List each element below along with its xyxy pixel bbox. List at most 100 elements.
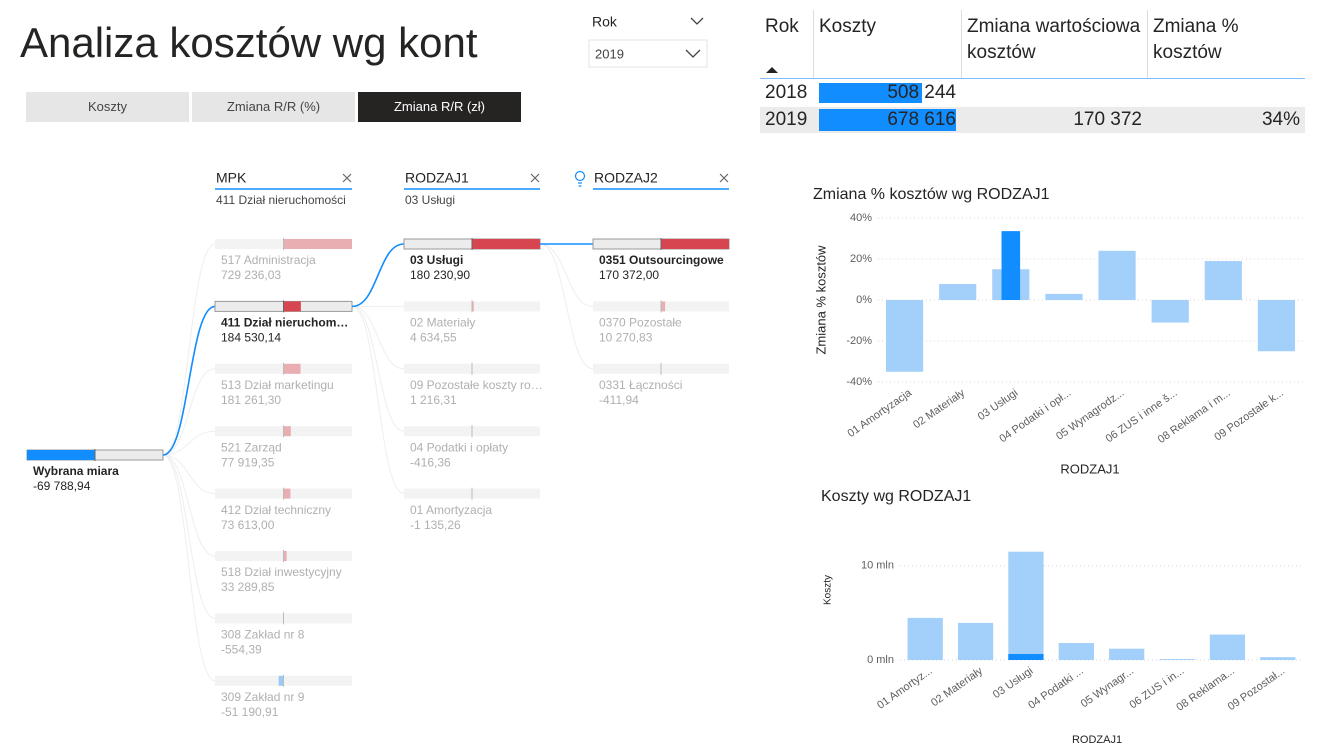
node-bar [661, 239, 729, 249]
column-header[interactable]: Zmiana % kosztów [1147, 10, 1305, 78]
bar[interactable] [957, 622, 994, 660]
node-label: 04 Podatki i opłaty [410, 440, 508, 454]
node-bar [283, 426, 291, 437]
node-label: 01 Amortyzacja [410, 503, 492, 517]
report-title: Analiza kosztów wg kont [20, 19, 478, 66]
table-row[interactable]: 2018 508 244 [760, 81, 1305, 105]
slicer-dropdown[interactable] [588, 39, 708, 68]
bar[interactable] [1045, 293, 1083, 300]
cell: 508 244 [813, 81, 961, 105]
y-tick-label: 40% [850, 212, 872, 224]
column-header[interactable]: Zmiana wartościowa kosztów [961, 10, 1147, 78]
bar[interactable] [1151, 300, 1189, 323]
y-tick-label: 0% [856, 294, 872, 306]
cell [1147, 81, 1305, 105]
x-tick-label: 03 Usługi [976, 387, 1020, 423]
slicer-value: 2019 [595, 46, 624, 61]
bar[interactable] [1209, 634, 1246, 660]
cell-value: 508 244 [887, 82, 956, 103]
level-title[interactable]: MPK [216, 170, 247, 186]
toggle-button[interactable]: Zmiana R/R (zł) [358, 92, 521, 122]
node-value: 184 530,14 [221, 331, 281, 345]
node-value: 729 236,03 [221, 268, 281, 282]
node-label: 518 Dział inwestycyjny [221, 565, 342, 579]
bar[interactable] [885, 300, 924, 372]
cell-value: 34% [1261, 109, 1300, 130]
node-bar [283, 363, 301, 374]
bar[interactable] [1260, 657, 1296, 660]
bar[interactable] [907, 617, 943, 660]
cell-value: 170 372 [1073, 109, 1142, 130]
bar[interactable] [1204, 261, 1242, 300]
bar[interactable] [1058, 643, 1094, 660]
node-value: -51 190,91 [221, 705, 279, 719]
bar[interactable] [1159, 659, 1195, 660]
node-value: 10 270,83 [599, 331, 653, 345]
y-axis-label: Koszty [823, 575, 834, 605]
remove-level[interactable] [719, 173, 729, 183]
x-axis-label: RODZAJ1 [1072, 734, 1122, 746]
toggle-button[interactable]: Koszty [26, 92, 189, 122]
cell: 34% [1147, 107, 1305, 133]
node-bar [283, 551, 287, 561]
toggle-button[interactable]: Zmiana R/R (%) [192, 92, 355, 122]
remove-level[interactable] [342, 173, 352, 183]
chart-title: Zmiana % kosztów wg RODZAJ1 [813, 186, 1050, 203]
bar[interactable] [1008, 551, 1044, 660]
node-label: 521 Zarząd [221, 440, 282, 454]
data-bar [819, 83, 922, 103]
node-value: 33 289,85 [221, 580, 275, 594]
bar[interactable] [939, 284, 977, 300]
node-value: 170 372,00 [599, 268, 659, 282]
y-tick-label: 0 mln [867, 654, 894, 666]
slicer-collapse[interactable] [690, 17, 704, 25]
connector [162, 454, 216, 557]
node-value: 77 919,35 [221, 455, 275, 469]
connector [162, 454, 216, 619]
connector [351, 305, 405, 495]
node-label: 517 Administracja [221, 253, 316, 267]
node-bar [278, 675, 284, 686]
x-tick-label: 03 Usługi [991, 665, 1035, 701]
cell: 678 616 [813, 107, 961, 133]
connector [162, 368, 216, 456]
node-bar [472, 239, 540, 249]
bar[interactable] [1001, 231, 1021, 300]
bar[interactable] [1098, 250, 1136, 300]
slicer-chevron [685, 49, 701, 58]
node-bar [27, 450, 95, 460]
table-body: 2018 508 244 2019 678 616 170 372 34% [760, 81, 1305, 133]
bar[interactable] [1257, 300, 1296, 352]
slicer-label: Rok [592, 14, 618, 30]
x-tick-label: 04 Podatki ... [1026, 665, 1085, 712]
column-header[interactable]: Rok [765, 16, 799, 37]
node-bar [283, 239, 352, 249]
table-header: Rok Koszty Zmiana wartościowa kosztów Zm… [760, 10, 1305, 79]
node-value: -411,94 [599, 393, 639, 407]
node-value: 181 261,30 [221, 393, 281, 407]
connector [539, 243, 594, 370]
node-label: 02 Materiały [410, 316, 475, 330]
remove-level[interactable] [530, 173, 540, 183]
node-label: 412 Dział techniczny [221, 503, 331, 517]
level-title[interactable]: RODZAJ2 [594, 170, 658, 186]
cell-value: 678 616 [887, 109, 956, 130]
connector [162, 305, 216, 456]
node-label: 09 Pozostałe koszty ro… [410, 378, 543, 392]
bar[interactable] [1008, 653, 1044, 660]
node-bar [283, 301, 301, 312]
bar[interactable] [1109, 648, 1145, 660]
column-header[interactable]: Koszty [813, 10, 961, 78]
cell: 2018 [765, 82, 808, 103]
x-tick-label: 01 Amortyz... [875, 665, 934, 712]
y-tick-label: -40% [846, 376, 872, 388]
connector [351, 243, 405, 308]
level-selection: 03 Usługi [405, 193, 455, 207]
node-label: 308 Zakład nr 8 [221, 628, 305, 642]
x-tick-label: 05 Wynagr... [1079, 665, 1136, 710]
table-row[interactable]: 2019 678 616 170 372 34% [760, 107, 1305, 133]
level-title[interactable]: RODZAJ1 [405, 170, 469, 186]
node-value: 4 634,55 [410, 331, 457, 345]
